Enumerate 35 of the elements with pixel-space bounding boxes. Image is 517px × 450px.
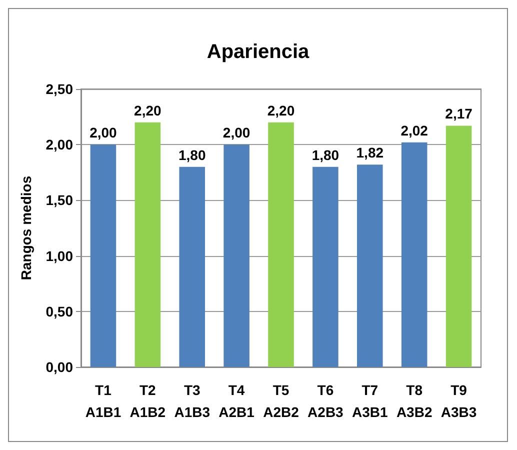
x-tick-label: T8 A3B2 (396, 382, 432, 420)
x-tick-label: T2 A1B2 (130, 382, 166, 420)
x-tick-label: T9 A3B3 (440, 382, 477, 420)
y-tick-label: 1,50 (46, 192, 74, 208)
y-tick-label: 1,00 (46, 248, 74, 264)
bar (224, 144, 250, 367)
data-label: 2,00 (90, 124, 118, 141)
y-tick-label: 2,50 (46, 81, 74, 97)
y-tick-label: 2,00 (46, 136, 74, 153)
bar (268, 122, 294, 367)
bar (90, 144, 116, 367)
data-label: 1,80 (312, 146, 340, 163)
data-label: 2,20 (267, 102, 295, 118)
y-tick-label: 0,50 (46, 303, 74, 320)
data-label: 2,02 (400, 122, 428, 138)
y-tick-label: 0,00 (46, 359, 74, 375)
x-tick-label: T7 A3B1 (352, 382, 388, 420)
x-tick-label: T4 A2B1 (218, 382, 255, 420)
data-label: 1,80 (178, 146, 206, 163)
x-tick-label: T6 A2B3 (308, 382, 344, 420)
bar (179, 166, 205, 367)
x-tick-label: T5 A2B2 (263, 382, 300, 420)
data-label: 2,00 (222, 124, 250, 141)
x-tick-label: T3 A1B3 (174, 382, 210, 420)
x-tick-label: T1 A1B1 (85, 382, 122, 420)
bar (401, 142, 428, 367)
chart-title: Apariencia (206, 41, 310, 63)
y-axis-title: Rangos medios (18, 176, 34, 280)
data-label: 2,20 (134, 102, 162, 118)
data-label: 1,82 (356, 144, 384, 161)
bar (134, 122, 161, 367)
data-label: 2,17 (445, 106, 473, 122)
bar (446, 126, 472, 367)
bar (312, 166, 338, 367)
bar (357, 164, 383, 367)
